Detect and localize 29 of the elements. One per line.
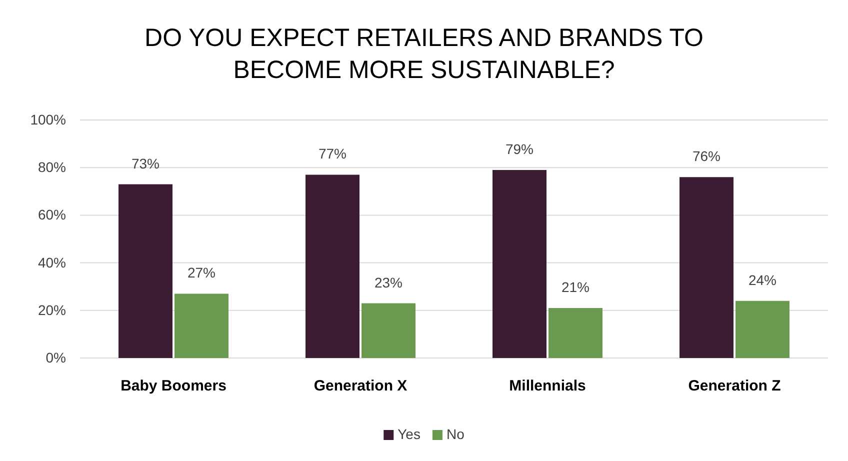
data-label: 79% <box>505 140 534 157</box>
data-label: 23% <box>374 274 403 290</box>
data-label: 21% <box>561 279 590 296</box>
data-label: 24% <box>748 272 777 288</box>
bar <box>118 184 172 358</box>
y-tick-label: 20% <box>38 302 66 318</box>
x-tick-label: Millennials <box>509 378 586 395</box>
bar <box>362 303 416 358</box>
y-tick-label: 40% <box>38 254 66 270</box>
bar <box>680 177 734 358</box>
data-label: 77% <box>318 146 347 162</box>
bar <box>492 170 546 358</box>
x-tick-label: Generation Z <box>688 378 781 395</box>
data-label: 73% <box>131 155 160 172</box>
y-tick-label: 100% <box>30 111 66 128</box>
bar <box>736 300 790 358</box>
bar <box>306 174 360 358</box>
y-tick-label: 0% <box>46 349 66 366</box>
x-tick-label: Baby Boomers <box>120 378 226 395</box>
data-label: 27% <box>187 264 216 281</box>
chart-title: DO YOU EXPECT RETAILERS AND BRANDS TO BECOME MORE SUSTAINABLE? <box>144 24 704 84</box>
legend-label: No <box>446 426 465 442</box>
data-label: 76% <box>692 148 721 164</box>
legend-label: Yes <box>398 426 420 442</box>
y-tick-label: 60% <box>38 206 66 223</box>
bar <box>174 294 228 358</box>
bar <box>548 308 602 358</box>
x-tick-label: Generation X <box>314 378 408 395</box>
y-tick-label: 80% <box>38 159 66 176</box>
